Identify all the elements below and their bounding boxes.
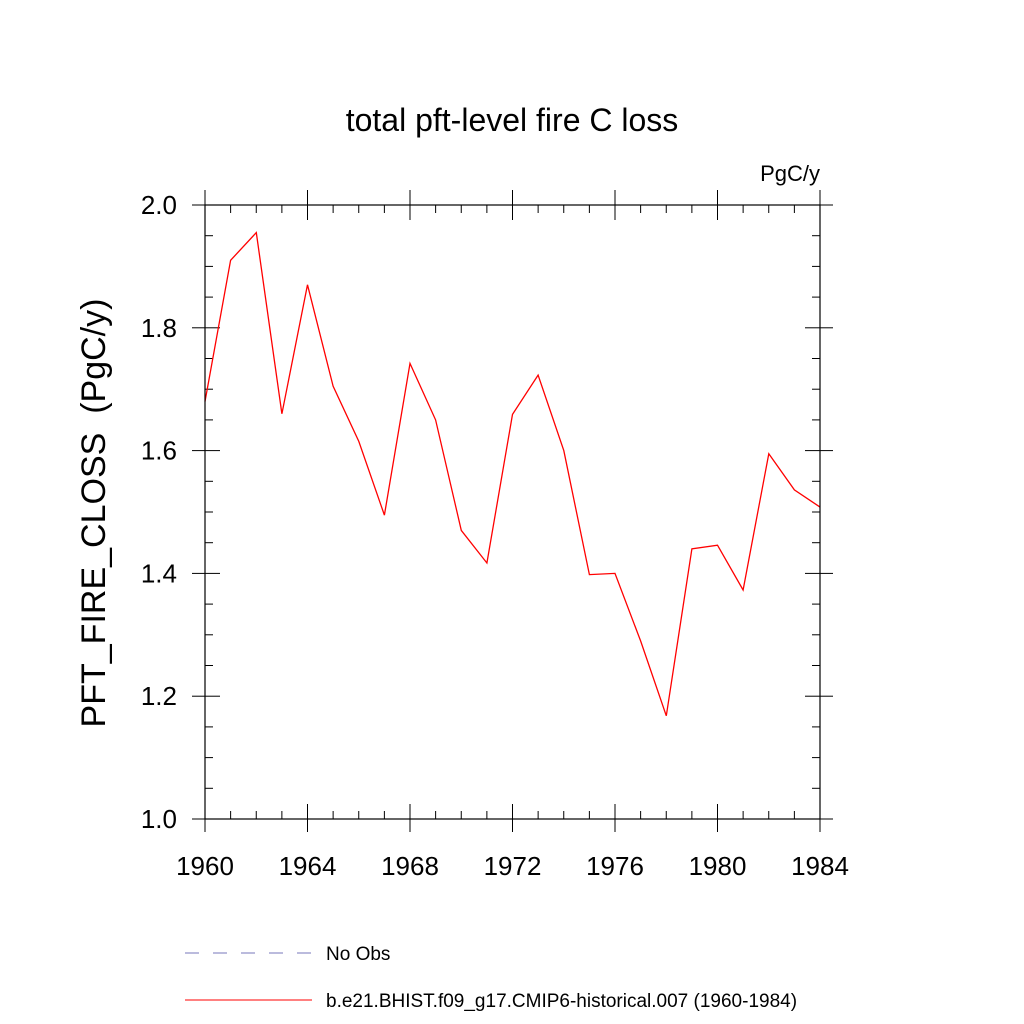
data-point — [716, 544, 718, 546]
data-point — [691, 548, 693, 550]
data-point — [409, 362, 411, 364]
y-tick-label: 1.2 — [141, 681, 177, 711]
data-point — [768, 453, 770, 455]
series-line — [204, 231, 821, 717]
axis-ticks: 1960 1964 1968 1972 1976 1980 1984 1.0 1.2 1.4 1.6… — [141, 190, 849, 881]
y-tick-label: 1.4 — [141, 558, 177, 588]
legend: No Obs b.e21.BHIST.f09_g17.CMIP6-historic… — [185, 944, 797, 1012]
y-tick-label: 1.6 — [141, 436, 177, 466]
data-point — [614, 572, 616, 574]
series-layer — [204, 231, 821, 717]
data-point — [486, 562, 488, 564]
data-point — [383, 514, 385, 516]
y-tick-label: 1.8 — [141, 313, 177, 343]
y-tick-label: 2.0 — [141, 190, 177, 220]
x-tick-label: 1968 — [381, 851, 439, 881]
data-point — [588, 573, 590, 575]
y-tick-label: 1.0 — [141, 804, 177, 834]
plot-frame — [204, 204, 821, 820]
data-point — [332, 385, 334, 387]
data-point — [306, 284, 308, 286]
data-point — [511, 413, 513, 415]
units-label: PgC/y — [760, 161, 820, 186]
data-point — [537, 374, 539, 376]
x-tick-label: 1964 — [279, 851, 337, 881]
legend-label: b.e21.BHIST.f09_g17.CMIP6-historical.007… — [326, 991, 797, 1012]
x-tick-label: 1980 — [689, 851, 747, 881]
data-point — [229, 259, 231, 261]
data-point — [639, 640, 641, 642]
x-tick-label: 1984 — [791, 851, 849, 881]
data-point — [434, 419, 436, 421]
legend-label: No Obs — [326, 944, 390, 965]
data-point — [255, 231, 257, 233]
data-point — [665, 715, 667, 717]
chart-title: total pft-level fire C loss — [346, 102, 679, 138]
data-point — [358, 440, 360, 442]
data-point — [742, 589, 744, 591]
data-point — [281, 413, 283, 415]
data-point — [563, 449, 565, 451]
data-point — [460, 529, 462, 531]
data-point — [793, 489, 795, 491]
x-tick-label: 1976 — [586, 851, 644, 881]
x-tick-label: 1960 — [176, 851, 234, 881]
y-axis-label: PFT_FIRE_CLOSS (PgC/y) — [75, 299, 113, 728]
x-tick-label: 1972 — [484, 851, 542, 881]
